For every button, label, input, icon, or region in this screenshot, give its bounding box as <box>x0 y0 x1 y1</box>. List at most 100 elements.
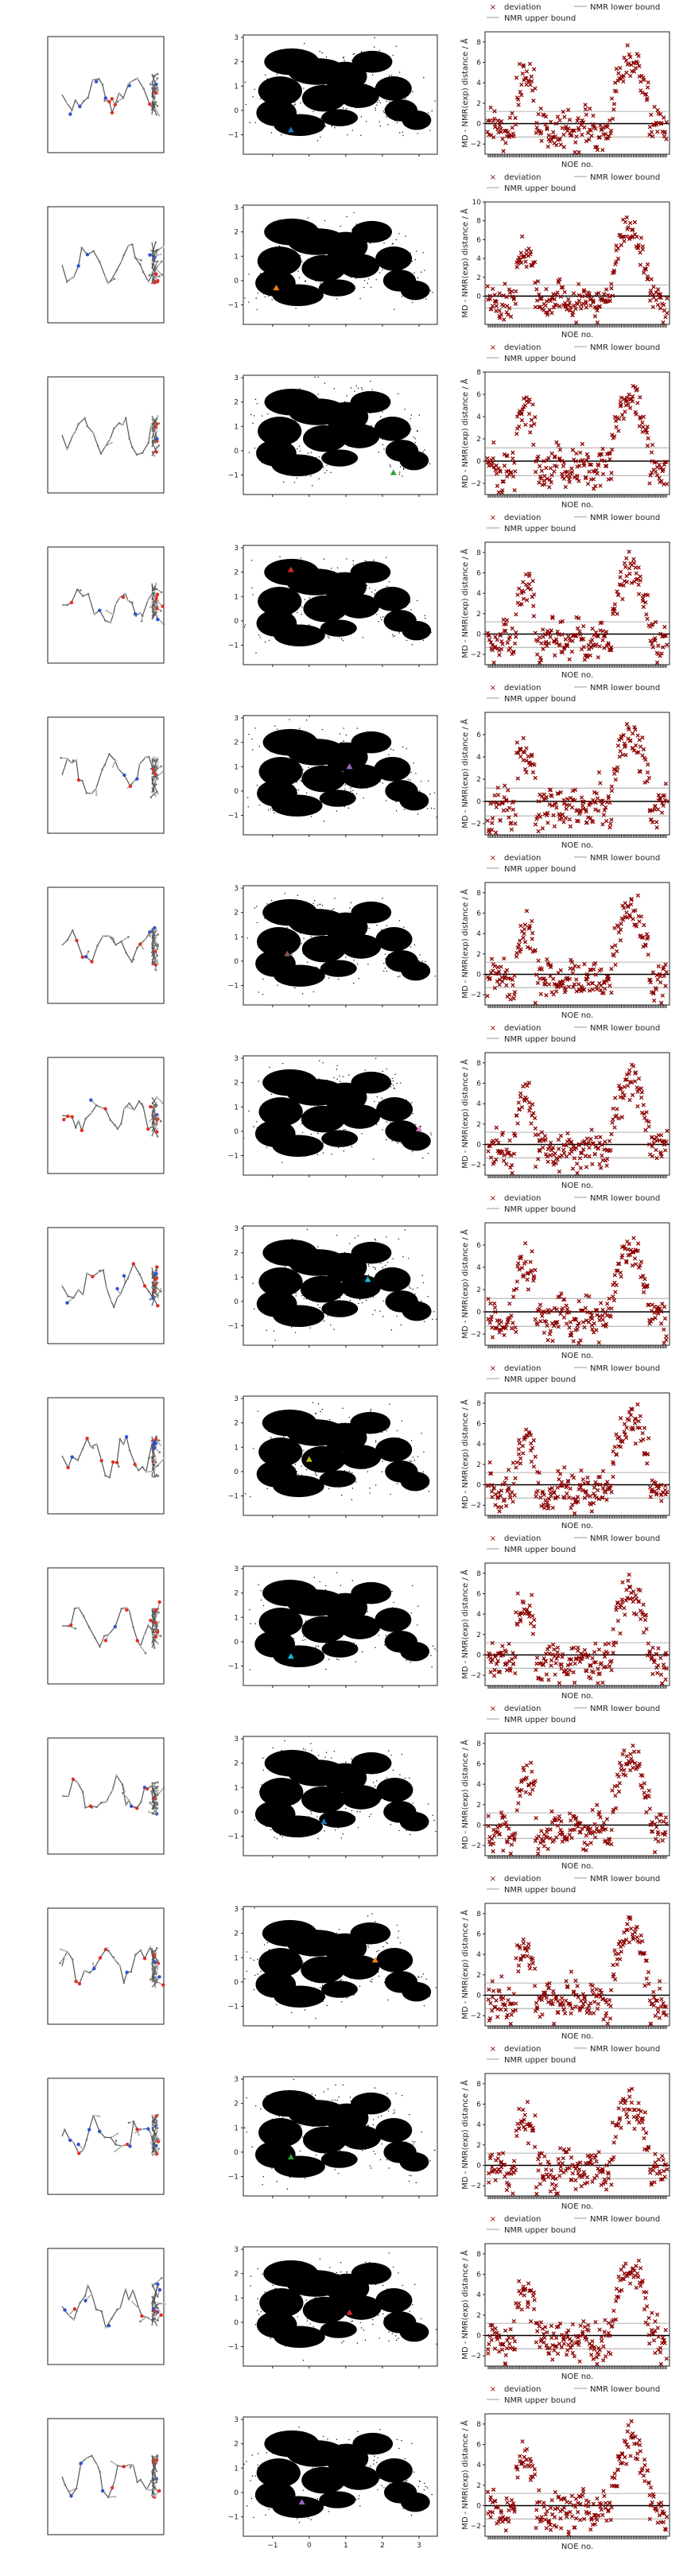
deviation-mark <box>560 1652 565 1657</box>
density-blob <box>259 1778 304 1807</box>
deviation-mark <box>567 301 572 305</box>
deviation-mark <box>649 470 654 475</box>
deviation-mark <box>632 724 637 730</box>
deviation-mark <box>600 629 605 634</box>
deviation-mark <box>567 657 572 661</box>
deviation-mark <box>503 2361 508 2366</box>
deviation-mark <box>506 130 510 134</box>
deviation-mark <box>649 112 654 117</box>
deviation-mark <box>643 2295 648 2301</box>
deviation-mark <box>497 2335 502 2340</box>
density-cloud <box>254 1740 437 1840</box>
noe-y-tick-label: 0 <box>476 2503 481 2511</box>
selected-frame-marker <box>287 566 294 572</box>
deviation-mark <box>541 1330 547 1335</box>
deviation-mark <box>532 1984 538 1988</box>
deviation-mark <box>629 898 634 902</box>
deviation-mark <box>524 69 530 74</box>
density-blob <box>271 1815 323 1838</box>
deviation-mark <box>615 765 620 770</box>
deviation-mark <box>569 2011 573 2015</box>
deviation-mark <box>534 1164 538 1170</box>
deviation-mark <box>533 305 538 309</box>
deviation-mark <box>579 1998 584 2004</box>
y-tick-label: 1 <box>234 2124 239 2132</box>
deviation-mark <box>556 2495 561 2500</box>
noe-y-axis-label: MD - NMR(exp) distance / Å <box>460 719 470 828</box>
density-blob <box>303 425 347 452</box>
deviation-mark <box>634 1767 638 1771</box>
deviation-mark <box>529 1459 534 1465</box>
deviation-mark <box>655 107 660 113</box>
deviation-mark <box>582 962 587 967</box>
deviation-mark <box>616 2121 621 2126</box>
deviation-mark <box>519 602 524 607</box>
deviation-mark <box>544 2167 549 2172</box>
deviation-mark <box>528 1621 534 1626</box>
deviation-mark <box>575 464 580 469</box>
deviation-mark <box>546 1310 551 1315</box>
deviation-mark <box>494 1125 499 1130</box>
deviation-mark <box>590 980 596 986</box>
y-tick-label: −1 <box>228 983 239 991</box>
deviation-mark <box>665 642 670 647</box>
deviation-mark <box>634 924 639 929</box>
deviation-mark <box>588 801 593 805</box>
deviation-mark <box>523 1259 528 1264</box>
deviation-mark <box>552 297 557 301</box>
noe-y-tick-label: 4 <box>476 1100 481 1108</box>
deviation-mark <box>510 626 514 630</box>
deviation-mark <box>645 1461 650 1466</box>
deviation-mark <box>605 977 610 982</box>
deviation-mark <box>633 1070 638 1075</box>
deviation-mark <box>615 768 619 774</box>
deviation-mark <box>627 1241 631 1247</box>
deviation-mark <box>543 1152 549 1157</box>
y-tick-label: 2 <box>234 1930 239 1938</box>
deviation-mark <box>503 783 507 788</box>
deviation-mark <box>609 648 614 653</box>
deviation-mark <box>614 425 619 429</box>
deviation-mark <box>646 80 650 85</box>
deviation-mark <box>548 630 553 635</box>
deviation-mark <box>627 1071 631 1077</box>
deviation-mark <box>509 1153 514 1158</box>
deviation-mark <box>526 585 530 591</box>
deviation-mark <box>641 1602 646 1607</box>
deviation-mark <box>588 2527 593 2532</box>
deviation-mark <box>554 142 559 148</box>
density-blob <box>374 587 411 611</box>
deviation-mark <box>612 602 617 607</box>
deviation-mark <box>549 310 554 316</box>
deviation-mark <box>622 55 627 60</box>
deviation-mark <box>584 1489 588 1494</box>
deviation-mark <box>644 1110 649 1115</box>
deviation-mark <box>522 1241 528 1246</box>
deviation-mark <box>627 1097 632 1103</box>
deviation-mark <box>562 289 567 295</box>
deviation-mark <box>628 1752 633 1756</box>
deviation-mark <box>624 1260 629 1265</box>
deviation-points <box>485 43 669 155</box>
deviation-mark <box>512 990 518 995</box>
y-tick-label: 2 <box>234 399 239 407</box>
deviation-mark <box>594 1328 599 1333</box>
deviation-mark <box>532 1275 537 1280</box>
deviation-mark <box>646 1142 652 1146</box>
noe-x-axis-label: NOE no. <box>561 2032 593 2041</box>
deviation-mark <box>489 1314 494 1319</box>
deviation-mark <box>608 2517 613 2523</box>
deviation-mark <box>633 66 638 71</box>
deviation-mark <box>533 1115 538 1120</box>
deviation-mark <box>547 308 552 312</box>
deviation-mark <box>511 1151 517 1156</box>
density-blob <box>301 1786 346 1814</box>
y-tick-label: 0 <box>234 788 239 796</box>
deviation-mark <box>612 434 617 439</box>
deviation-mark <box>529 1121 534 1126</box>
deviation-mark <box>506 312 510 317</box>
deviation-mark <box>521 1941 526 1946</box>
